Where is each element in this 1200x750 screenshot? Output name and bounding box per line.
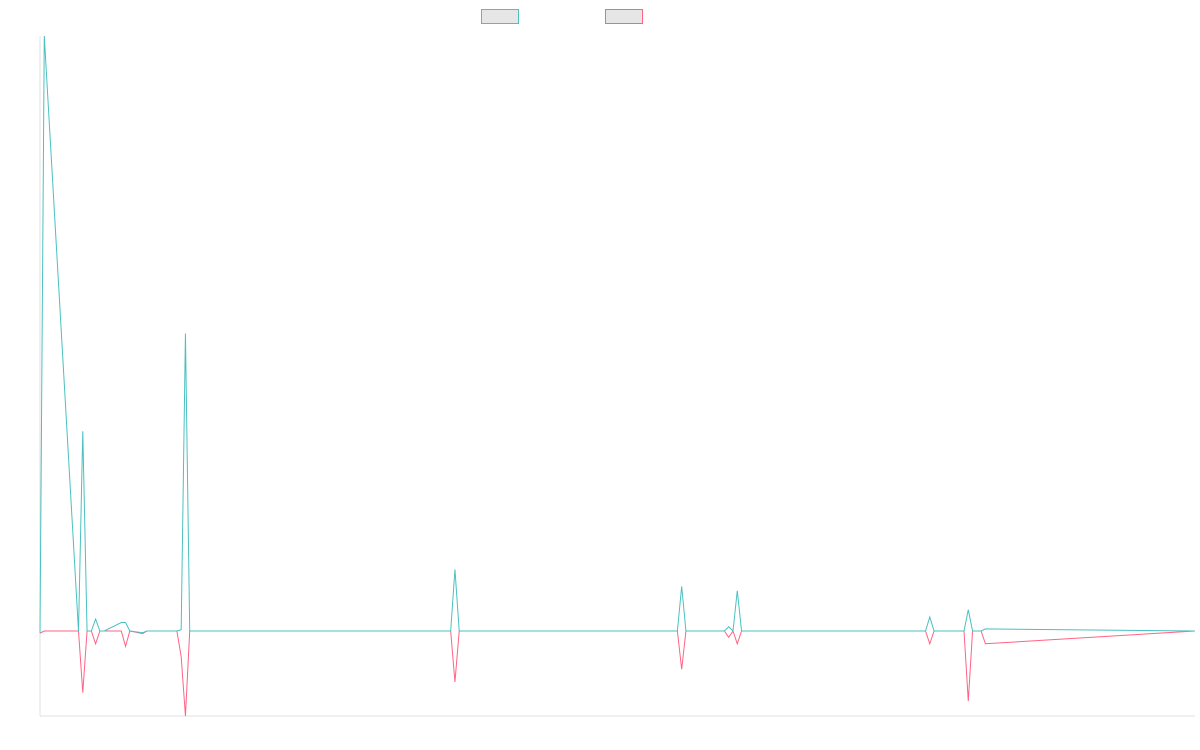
legend-swatch-series-1[interactable] <box>481 9 519 24</box>
series-line-2 <box>39 629 1196 717</box>
plot-area <box>39 35 1196 717</box>
legend <box>0 9 1200 27</box>
legend-swatch-series-2[interactable] <box>605 9 643 24</box>
series-layer <box>39 35 1196 717</box>
series-line-1 <box>39 35 1196 634</box>
